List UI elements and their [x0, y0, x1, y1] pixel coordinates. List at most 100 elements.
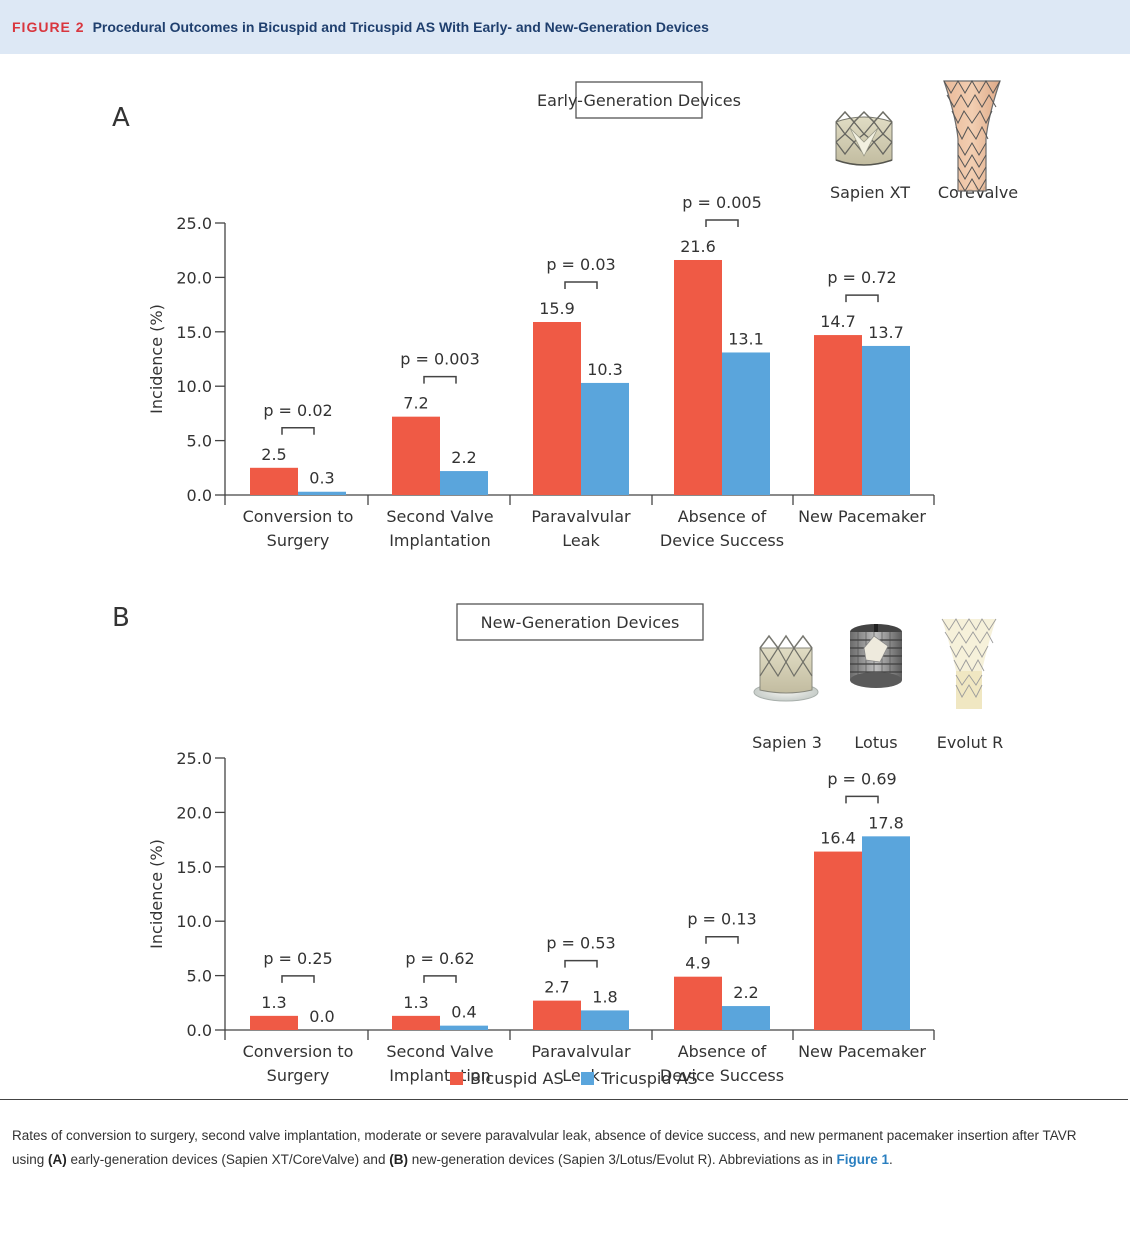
bar-tricuspid [862, 836, 910, 1030]
bar-tricuspid [298, 491, 346, 495]
bar-bicuspid [250, 1015, 298, 1030]
data-label: 2.7 [544, 978, 569, 997]
caption-panel-b-marker: (B) [389, 1152, 408, 1167]
bar-bicuspid [674, 976, 722, 1030]
figure-title: Procedural Outcomes in Bicuspid and Tric… [92, 19, 709, 35]
p-value-bracket [281, 427, 315, 435]
data-label: 2.2 [733, 983, 758, 1002]
data-label: 0.0 [309, 1007, 334, 1026]
bar-tricuspid [581, 382, 629, 495]
data-label: 2.5 [261, 445, 286, 464]
y-tick-label: 15.0 [176, 858, 212, 877]
p-value-label: p = 0.005 [682, 193, 762, 212]
panel-title-box [456, 603, 704, 641]
caption-text: Rates of conversion to surgery, second v… [12, 1128, 1077, 1167]
y-tick-label: 5.0 [187, 432, 212, 451]
data-label: 4.9 [685, 954, 710, 973]
p-value-label: p = 0.003 [400, 350, 480, 369]
data-label: 13.7 [868, 323, 904, 342]
y-axis-label: Incidence (%) [147, 304, 166, 414]
bar-tricuspid [722, 352, 770, 495]
y-tick-label: 20.0 [176, 803, 212, 822]
p-value-bracket [705, 219, 739, 227]
y-tick-label: 25.0 [176, 214, 212, 233]
data-label: 16.4 [820, 829, 856, 848]
data-label: 21.6 [680, 237, 716, 256]
p-value-label: p = 0.69 [827, 769, 896, 788]
sapien-3-valve-icon [753, 634, 819, 702]
panel-title: Early-Generation Devices [537, 91, 741, 110]
bar-bicuspid [814, 851, 862, 1030]
data-label: 14.7 [820, 312, 856, 331]
caption-text: early-generation devices (Sapien XT/Core… [66, 1152, 390, 1167]
y-tick-label: 10.0 [176, 377, 212, 396]
bar-tricuspid [722, 1006, 770, 1030]
y-tick-label: 25.0 [176, 749, 212, 768]
x-category-label: Surgery [267, 531, 330, 550]
data-label: 17.8 [868, 813, 904, 832]
x-category-label: Leak [562, 531, 600, 550]
panel-title: New-Generation Devices [481, 613, 680, 632]
x-category-label: Second Valve [386, 507, 493, 526]
data-label: 15.9 [539, 299, 575, 318]
evolut-r-valve-icon [941, 618, 997, 709]
data-label: 1.3 [261, 993, 286, 1012]
figure-caption: Rates of conversion to surgery, second v… [12, 1124, 1112, 1172]
y-tick-label: 0.0 [187, 1021, 212, 1040]
p-value-bracket [564, 281, 598, 290]
panel-letter: A [112, 103, 130, 133]
bar-bicuspid [533, 322, 581, 495]
y-tick-label: 0.0 [187, 486, 212, 505]
data-label: 0.4 [451, 1003, 476, 1022]
figure-1-link[interactable]: Figure 1 [836, 1152, 889, 1167]
bar-bicuspid [392, 416, 440, 495]
panel-letter: B [112, 603, 130, 633]
data-label: 1.8 [592, 987, 617, 1006]
caption-panel-a-marker: (A) [48, 1152, 67, 1167]
legend-label-tricuspid: Tricuspid AS [600, 1069, 698, 1088]
x-category-label: Absence of [678, 507, 767, 526]
bar-bicuspid [814, 335, 862, 495]
bar-tricuspid [440, 1025, 488, 1030]
device-label: Sapien XT [830, 183, 910, 202]
caption-text: new-generation devices (Sapien 3/Lotus/E… [407, 1152, 837, 1167]
y-tick-label: 15.0 [176, 323, 212, 342]
p-value-label: p = 0.02 [263, 401, 332, 420]
panel-title-box [575, 81, 703, 119]
figure-header: FIGURE 2 Procedural Outcomes in Bicuspid… [0, 0, 1130, 54]
device-label: Lotus [854, 733, 897, 752]
corevalve-valve-icon [943, 80, 1001, 192]
data-label: 13.1 [728, 329, 764, 348]
p-value-bracket [281, 975, 315, 983]
x-category-label: Device Success [660, 531, 784, 550]
data-label: 2.2 [451, 448, 476, 467]
y-tick-label: 20.0 [176, 268, 212, 287]
data-label: 0.3 [309, 469, 334, 488]
x-category-label: New Pacemaker [798, 1042, 926, 1061]
bar-tricuspid [440, 471, 488, 495]
bar-bicuspid [250, 467, 298, 495]
x-category-label: Implantation [389, 1066, 491, 1085]
legend-label-bicuspid: Bicuspid AS [470, 1069, 564, 1088]
x-category-label: New Pacemaker [798, 507, 926, 526]
y-tick-label: 10.0 [176, 912, 212, 931]
p-value-label: p = 0.13 [687, 910, 756, 929]
data-label: 7.2 [403, 394, 428, 413]
x-category-label: Absence of [678, 1042, 767, 1061]
p-value-label: p = 0.03 [546, 255, 615, 274]
device-label: Sapien 3 [752, 733, 822, 752]
bar-tricuspid [862, 345, 910, 495]
x-category-label: Paravalvular [531, 507, 631, 526]
legend-swatch-bicuspid [450, 1072, 463, 1085]
x-category-label: Paravalvular [531, 1042, 631, 1061]
x-category-label: Implantation [389, 531, 491, 550]
bar-bicuspid [674, 259, 722, 495]
p-value-bracket [423, 975, 457, 983]
p-value-bracket [845, 294, 879, 303]
p-value-bracket [423, 375, 457, 384]
x-category-label: Device Success [660, 1066, 784, 1085]
data-label: 10.3 [587, 360, 623, 379]
data-label: 1.3 [403, 993, 428, 1012]
